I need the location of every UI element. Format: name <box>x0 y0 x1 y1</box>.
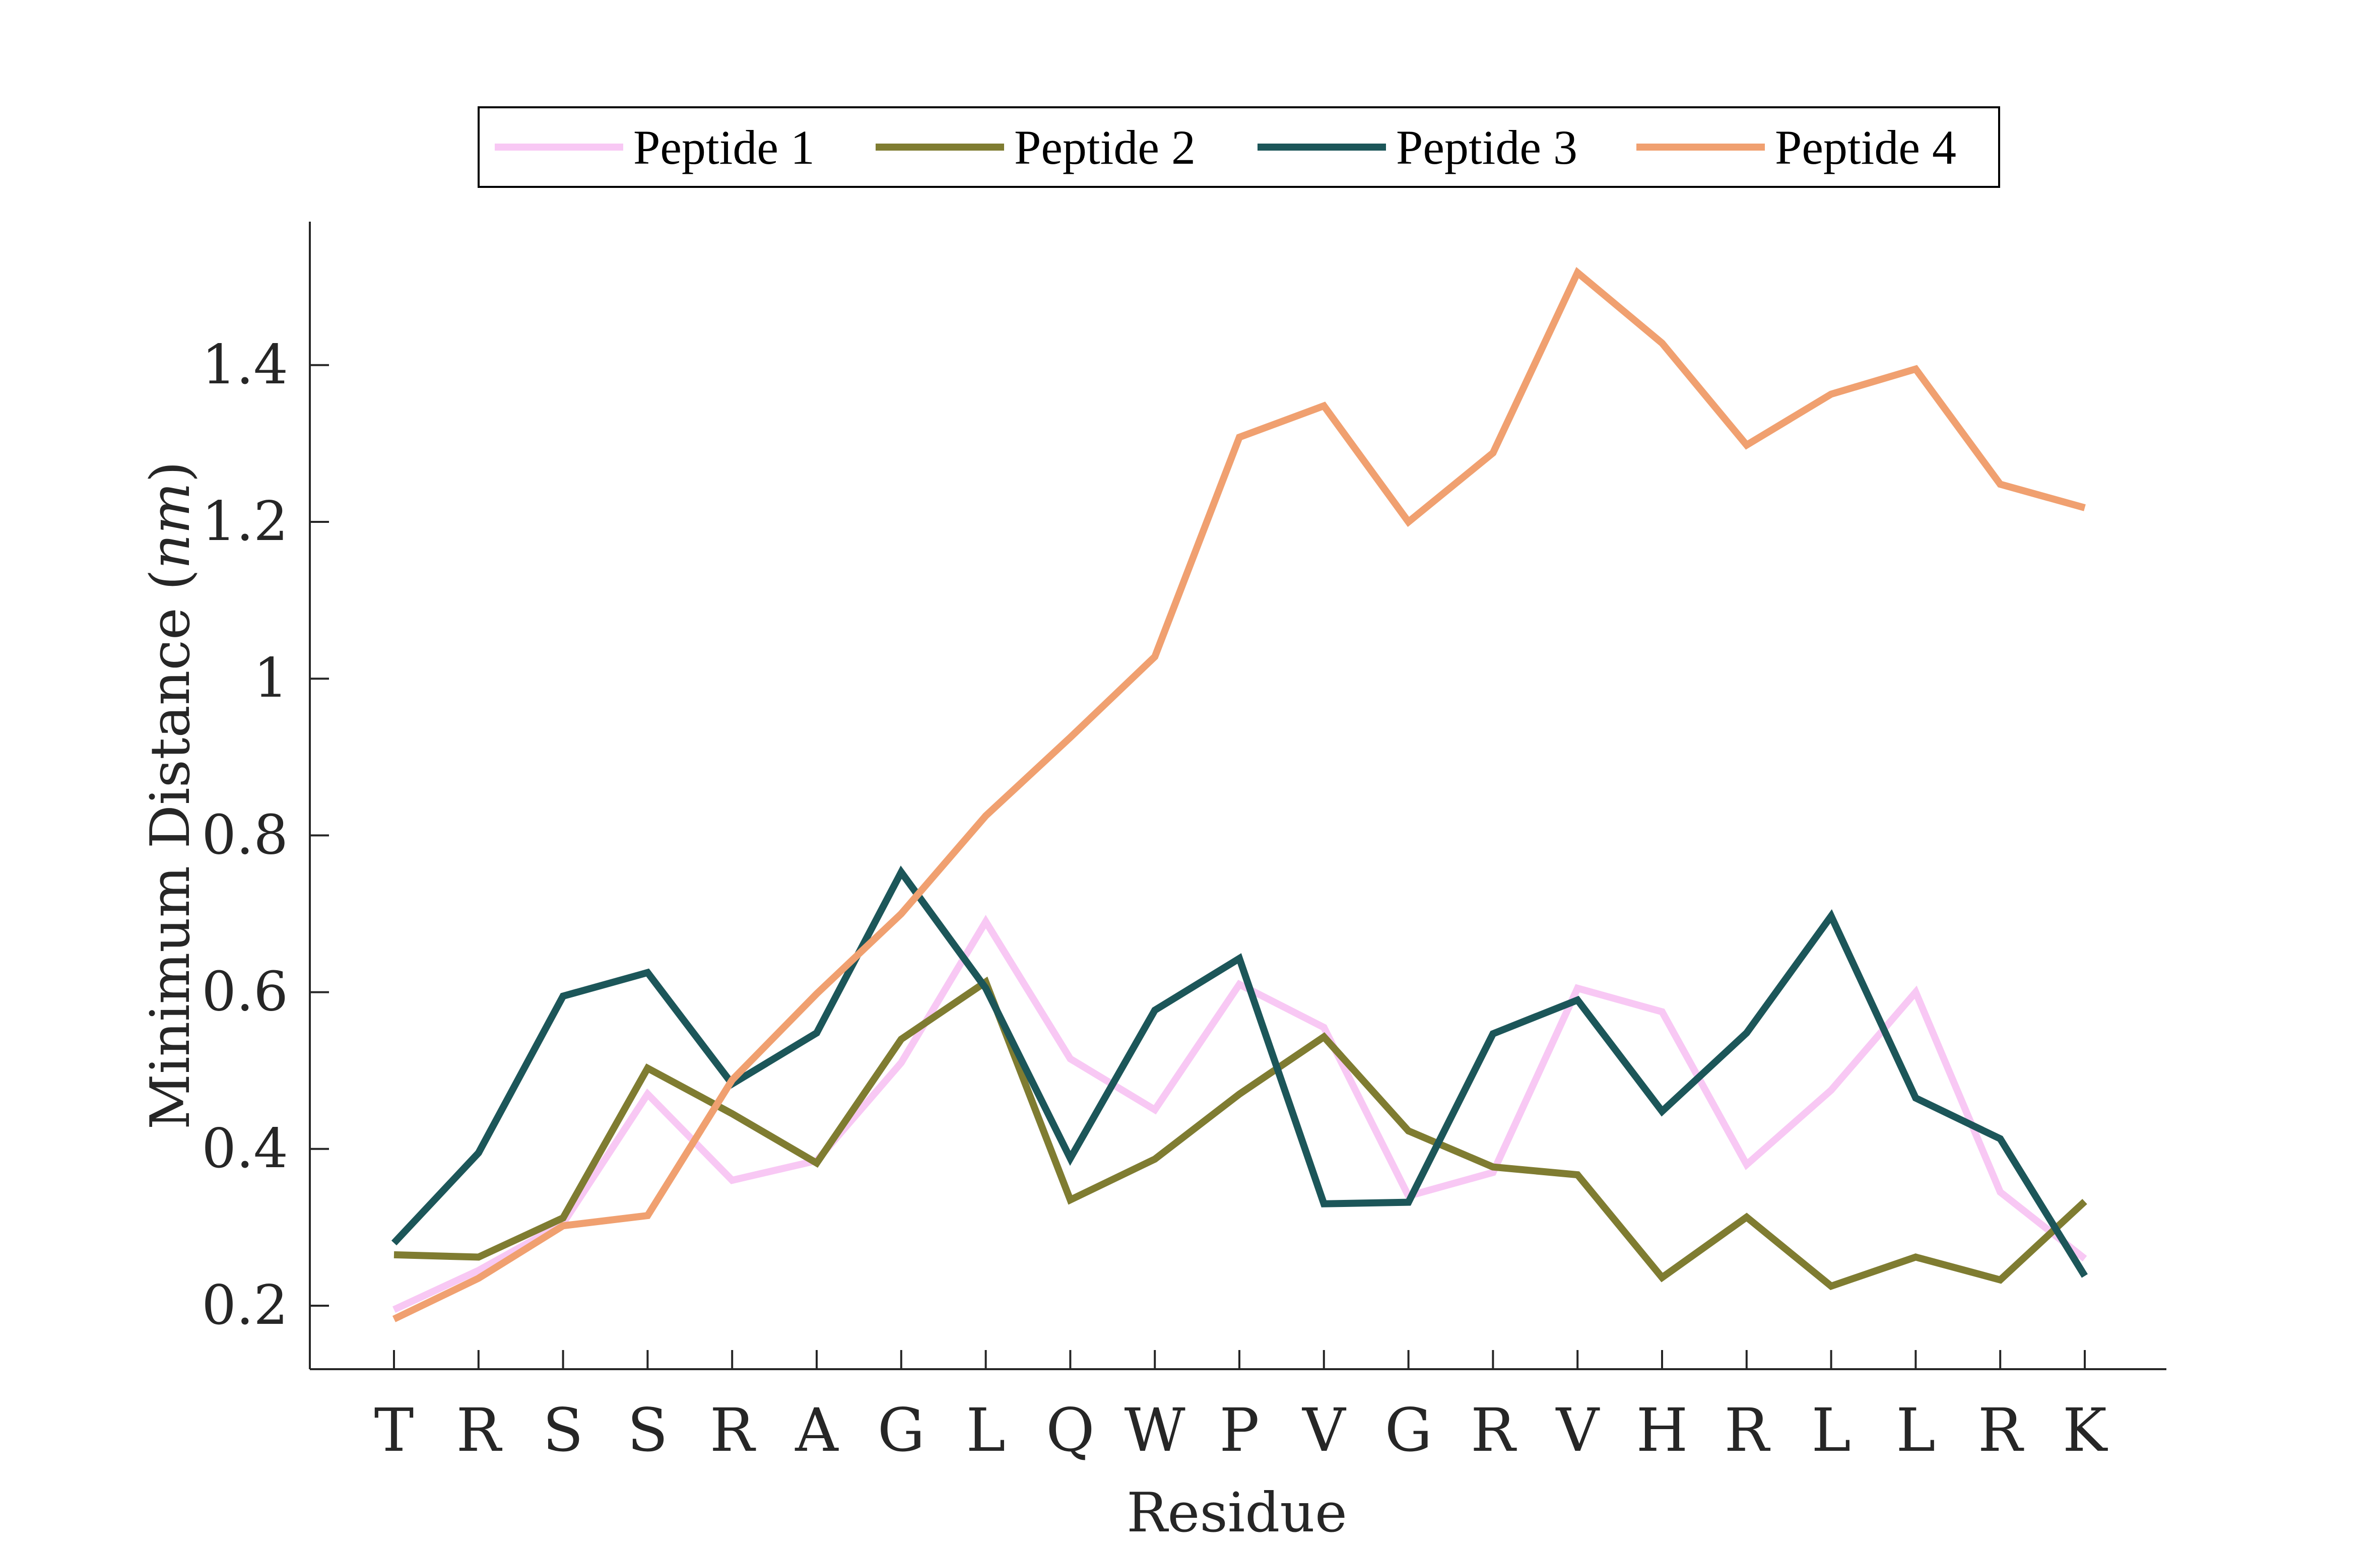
legend: Peptide 1 Peptide 2 Peptide 3 Peptide 4 <box>478 106 2000 188</box>
x-tick-label: L <box>1896 1395 1935 1465</box>
y-tick-label: 1.2 <box>202 490 288 553</box>
x-tick-label: R <box>1978 1395 2024 1465</box>
series-line-2 <box>393 976 2087 1290</box>
x-tick-label: V <box>1555 1395 1600 1465</box>
legend-label-4: Peptide 4 <box>1775 120 1956 174</box>
x-tick-label: V <box>1301 1395 1346 1465</box>
series-line-4 <box>392 267 2086 1322</box>
legend-label-1: Peptide 1 <box>633 120 815 174</box>
x-axis-label: Residue <box>1127 1482 1347 1544</box>
x-tick-label: G <box>878 1395 925 1465</box>
x-tick-label: R <box>456 1395 502 1465</box>
x-tick-label: T <box>374 1395 414 1465</box>
x-tick-label: P <box>1219 1395 1259 1465</box>
x-tick-label: R <box>1724 1395 1770 1465</box>
x-tick-label: R <box>1471 1395 1517 1465</box>
y-tick-label: 0.6 <box>202 961 288 1024</box>
y-axis-label-close: ) <box>139 461 202 483</box>
x-tick-label: W <box>1125 1395 1185 1465</box>
x-tick-label: G <box>1384 1395 1432 1465</box>
series-line-1 <box>392 915 2087 1313</box>
y-tick-label: 1.4 <box>202 333 288 396</box>
x-tick-label: S <box>627 1395 668 1465</box>
y-tick-label: 0.2 <box>202 1274 288 1337</box>
x-tick-label: L <box>966 1395 1005 1465</box>
y-tick-label: 1 <box>253 647 288 710</box>
y-axis-label-unit: nm <box>139 483 202 569</box>
x-tick-label: L <box>1811 1395 1850 1465</box>
y-axis-label-main: Minimum Distance ( <box>139 569 202 1130</box>
x-tick-label: R <box>710 1395 756 1465</box>
x-tick-label: S <box>543 1395 583 1465</box>
series-line-3 <box>391 865 2088 1278</box>
legend-label-3: Peptide 3 <box>1396 120 1577 174</box>
y-tick-label: 0.4 <box>202 1117 288 1180</box>
series-lines <box>391 267 2088 1322</box>
x-tick-label: Q <box>1046 1395 1095 1465</box>
y-tick-label: 0.8 <box>202 803 288 866</box>
legend-label-2: Peptide 2 <box>1014 120 1196 174</box>
x-tick-label: H <box>1636 1395 1688 1465</box>
x-tick-label: A <box>795 1395 839 1465</box>
y-axis-label: Minimum Distance (nm) <box>139 461 202 1130</box>
x-tick-label: K <box>2063 1395 2108 1465</box>
